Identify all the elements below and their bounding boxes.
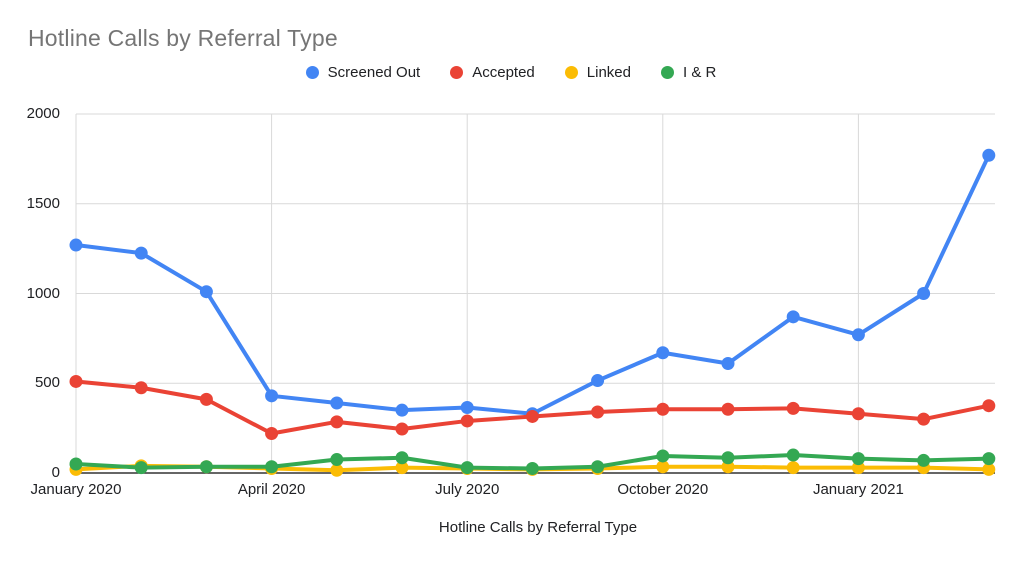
data-point[interactable] xyxy=(330,453,344,467)
data-point[interactable] xyxy=(786,461,800,475)
data-point[interactable] xyxy=(721,402,735,416)
data-point[interactable] xyxy=(656,402,670,416)
data-point[interactable] xyxy=(134,381,148,395)
data-point[interactable] xyxy=(851,328,865,342)
data-point[interactable] xyxy=(330,396,344,410)
x-tick-label: October 2020 xyxy=(617,481,709,498)
data-point[interactable] xyxy=(917,412,931,426)
legend-label: I & R xyxy=(682,64,717,81)
data-point[interactable] xyxy=(786,310,800,324)
data-point[interactable] xyxy=(395,451,409,465)
data-point[interactable] xyxy=(525,409,539,423)
data-point[interactable] xyxy=(69,374,83,388)
data-point[interactable] xyxy=(851,452,865,466)
data-point[interactable] xyxy=(721,460,735,474)
data-point[interactable] xyxy=(330,463,344,477)
data-point[interactable] xyxy=(591,405,605,419)
x-axis-title: Hotline Calls by Referral Type xyxy=(438,519,638,536)
chart-title: Hotline Calls by Referral Type xyxy=(28,25,338,51)
data-point[interactable] xyxy=(265,389,279,403)
data-point[interactable] xyxy=(199,392,213,406)
data-point[interactable] xyxy=(982,148,996,162)
data-point[interactable] xyxy=(656,460,670,474)
data-point[interactable] xyxy=(330,415,344,429)
data-point[interactable] xyxy=(917,287,931,300)
data-point[interactable] xyxy=(721,357,735,371)
data-point[interactable] xyxy=(265,460,279,474)
data-point[interactable] xyxy=(591,460,605,474)
data-point[interactable] xyxy=(265,427,279,441)
x-tick-label: July 2020 xyxy=(435,481,500,498)
data-point[interactable] xyxy=(851,461,865,475)
y-tick-label: 1500 xyxy=(26,194,60,212)
data-point[interactable] xyxy=(460,414,474,428)
x-tick-label: January 2020 xyxy=(30,481,122,498)
data-point[interactable] xyxy=(69,457,83,471)
data-point[interactable] xyxy=(134,461,148,475)
legend-dot-icon xyxy=(450,66,464,79)
legend-item-accepted[interactable]: Accepted xyxy=(450,64,535,81)
data-point[interactable] xyxy=(395,403,409,417)
data-point[interactable] xyxy=(69,238,83,252)
data-point[interactable] xyxy=(786,401,800,415)
legend-dot-icon xyxy=(564,66,578,79)
x-tick-label: April 2020 xyxy=(237,481,306,498)
series-line-screened-out xyxy=(74,153,991,416)
x-tick-label: January 2021 xyxy=(812,481,904,498)
data-point[interactable] xyxy=(395,422,409,436)
data-point[interactable] xyxy=(656,346,670,360)
data-point[interactable] xyxy=(917,453,931,467)
legend-label: Screened Out xyxy=(327,64,421,81)
legend-dot-icon xyxy=(305,66,319,79)
legend-item-i-r[interactable]: I & R xyxy=(660,64,717,81)
data-point[interactable] xyxy=(786,448,800,462)
data-point[interactable] xyxy=(525,462,539,476)
data-point[interactable] xyxy=(199,460,213,474)
legend: Screened Out Accepted Linked I & R xyxy=(0,64,1022,81)
legend-dot-icon xyxy=(660,66,674,79)
data-point[interactable] xyxy=(721,451,735,465)
data-point[interactable] xyxy=(982,462,996,476)
data-point[interactable] xyxy=(656,449,670,463)
data-point[interactable] xyxy=(460,461,474,475)
data-point[interactable] xyxy=(134,246,148,260)
data-point[interactable] xyxy=(460,400,474,414)
legend-label: Linked xyxy=(586,64,631,81)
y-tick-label: 1000 xyxy=(26,284,60,302)
data-point[interactable] xyxy=(982,399,996,413)
data-point[interactable] xyxy=(591,374,605,388)
data-point[interactable] xyxy=(395,461,409,475)
data-point[interactable] xyxy=(982,452,996,466)
y-tick-label: 0 xyxy=(51,464,60,481)
legend-label: Accepted xyxy=(472,64,535,81)
y-tick-label: 500 xyxy=(34,374,60,392)
data-point[interactable] xyxy=(851,407,865,421)
y-tick-label: 2000 xyxy=(26,105,60,122)
legend-item-linked[interactable]: Linked xyxy=(564,64,631,81)
data-point[interactable] xyxy=(199,285,213,299)
legend-item-screened-out[interactable]: Screened Out xyxy=(305,64,421,81)
